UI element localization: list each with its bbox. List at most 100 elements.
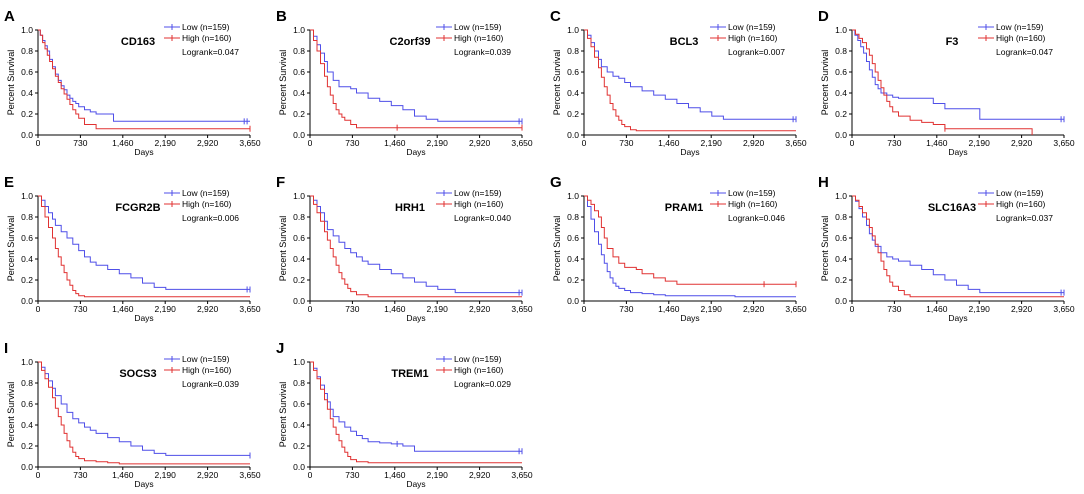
x-tick-label: 2,190 xyxy=(969,138,991,148)
survival-curve-low xyxy=(584,29,796,120)
legend-label: Low (n=159) xyxy=(182,354,230,364)
x-axis-label: Days xyxy=(134,479,153,489)
y-tick-label: 0.4 xyxy=(835,88,847,98)
y-tick-label: 0.0 xyxy=(21,296,33,306)
gene-title: SLC16A3 xyxy=(928,202,976,214)
legend-label: High (n=160) xyxy=(728,33,778,43)
gene-title: PRAM1 xyxy=(665,202,704,214)
km-plot-h: H 0.0 0.2 0.4 0.6 0.8 1.0 0 730 1,460 2,190 2,920 3,… xyxy=(818,174,1075,323)
x-tick-label: 2,920 xyxy=(197,138,219,148)
x-tick-label: 1,460 xyxy=(112,304,134,314)
legend-label: Low (n=159) xyxy=(454,354,502,364)
x-tick-label: 2,190 xyxy=(155,138,177,148)
x-tick-label: 1,460 xyxy=(112,138,134,148)
km-plot-b: B 0.0 0.2 0.4 0.6 0.8 1.0 0 730 1,460 2,190 2,920 3,… xyxy=(276,8,533,157)
y-axis-label: Percent Survival xyxy=(6,382,16,448)
x-tick-label: 1,460 xyxy=(926,138,948,148)
x-axis-label: Days xyxy=(134,313,153,323)
y-tick-label: 0.6 xyxy=(293,399,305,409)
km-plot-d: D 0.0 0.2 0.4 0.6 0.8 1.0 0 730 1,460 2,190 2,920 3,… xyxy=(818,8,1075,157)
x-axis-label: Days xyxy=(680,313,699,323)
x-axis-label: Days xyxy=(406,313,425,323)
y-tick-label: 0.4 xyxy=(567,254,579,264)
gene-title: TREM1 xyxy=(391,368,428,380)
legend-label: Low (n=159) xyxy=(454,188,502,198)
y-tick-label: 0.2 xyxy=(567,109,579,119)
x-tick-label: 0 xyxy=(36,138,41,148)
y-tick-label: 0.8 xyxy=(293,212,305,222)
y-tick-label: 0.0 xyxy=(835,130,847,140)
x-tick-label: 730 xyxy=(73,138,87,148)
y-axis-label: Percent Survival xyxy=(552,216,562,282)
x-tick-label: 3,650 xyxy=(239,304,261,314)
y-tick-label: 1.0 xyxy=(293,357,305,367)
panel-letter: G xyxy=(550,174,562,191)
y-tick-label: 0.2 xyxy=(21,441,33,451)
survival-curve-high xyxy=(310,29,522,129)
legend-label: High (n=160) xyxy=(182,365,232,375)
x-tick-label: 2,920 xyxy=(197,470,219,480)
y-tick-label: 0.2 xyxy=(293,275,305,285)
y-tick-label: 0.8 xyxy=(21,212,33,222)
legend-label: High (n=160) xyxy=(182,199,232,209)
y-tick-label: 0.6 xyxy=(21,233,33,243)
x-tick-label: 2,190 xyxy=(427,304,449,314)
logrank-label: Logrank=0.037 xyxy=(996,213,1053,223)
legend-label: Low (n=159) xyxy=(996,188,1044,198)
km-plot-g: G 0.0 0.2 0.4 0.6 0.8 1.0 0 730 1,460 2,190 2,920 3,… xyxy=(550,174,807,323)
x-tick-label: 730 xyxy=(887,138,901,148)
y-tick-label: 0.0 xyxy=(567,130,579,140)
logrank-label: Logrank=0.029 xyxy=(454,379,511,389)
survival-curve-low xyxy=(38,361,250,456)
y-axis-label: Percent Survival xyxy=(820,216,830,282)
x-tick-label: 0 xyxy=(850,304,855,314)
legend-label: Low (n=159) xyxy=(182,188,230,198)
y-tick-label: 0.8 xyxy=(21,46,33,56)
y-tick-label: 0.6 xyxy=(567,67,579,77)
y-tick-label: 0.4 xyxy=(293,254,305,264)
x-axis-label: Days xyxy=(406,479,425,489)
y-tick-label: 0.8 xyxy=(293,378,305,388)
survival-curve-high xyxy=(584,195,796,285)
x-tick-label: 730 xyxy=(73,304,87,314)
legend-label: High (n=160) xyxy=(182,33,232,43)
x-tick-label: 0 xyxy=(308,470,313,480)
legend-label: Low (n=159) xyxy=(996,22,1044,32)
x-tick-label: 0 xyxy=(36,470,41,480)
survival-curve-low xyxy=(852,29,1064,120)
y-tick-label: 0.6 xyxy=(835,67,847,77)
panel-letter: D xyxy=(818,8,829,25)
x-tick-label: 2,190 xyxy=(155,470,177,480)
x-tick-label: 2,920 xyxy=(197,304,219,314)
y-tick-label: 0.0 xyxy=(835,296,847,306)
y-tick-label: 0.8 xyxy=(567,212,579,222)
survival-curve-high xyxy=(38,29,250,130)
km-plot-j: J 0.0 0.2 0.4 0.6 0.8 1.0 0 730 1,460 2,190 2,920 3,… xyxy=(276,340,533,489)
survival-curve-high xyxy=(584,29,796,132)
panel-letter: H xyxy=(818,174,829,191)
panel-letter: E xyxy=(4,174,14,191)
y-tick-label: 0.4 xyxy=(567,88,579,98)
y-tick-label: 0.0 xyxy=(567,296,579,306)
x-tick-label: 3,650 xyxy=(511,470,533,480)
survival-curve-low xyxy=(310,29,522,122)
survival-curve-low xyxy=(310,195,522,294)
logrank-label: Logrank=0.046 xyxy=(728,213,785,223)
logrank-label: Logrank=0.047 xyxy=(182,47,239,57)
km-plot-c: C 0.0 0.2 0.4 0.6 0.8 1.0 0 730 1,460 2,190 2,920 3,… xyxy=(550,8,807,157)
y-tick-label: 0.6 xyxy=(835,233,847,243)
gene-title: HRH1 xyxy=(395,202,425,214)
x-tick-label: 2,920 xyxy=(1011,304,1033,314)
x-tick-label: 1,460 xyxy=(658,304,680,314)
x-axis-label: Days xyxy=(948,313,967,323)
legend-label: High (n=160) xyxy=(728,199,778,209)
legend-label: High (n=160) xyxy=(454,365,504,375)
x-tick-label: 2,190 xyxy=(701,304,723,314)
y-tick-label: 0.8 xyxy=(21,378,33,388)
panel-letter: B xyxy=(276,8,287,25)
y-tick-label: 0.6 xyxy=(293,67,305,77)
survival-curve-low xyxy=(584,195,796,298)
gene-title: BCL3 xyxy=(670,36,699,48)
gene-title: SOCS3 xyxy=(119,368,156,380)
